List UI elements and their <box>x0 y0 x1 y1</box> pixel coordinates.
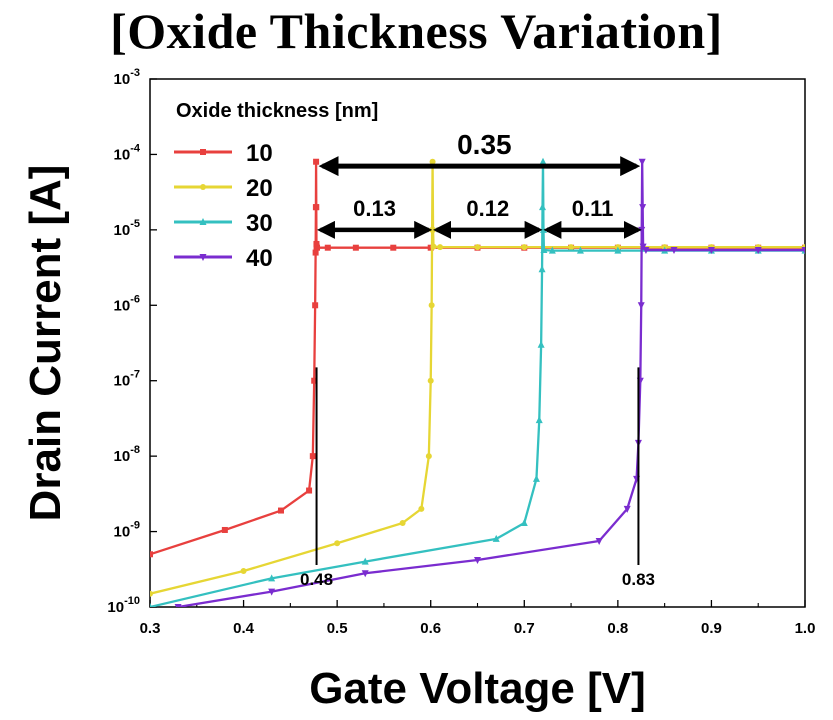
data-point <box>221 526 228 533</box>
data-point <box>427 377 434 384</box>
data-point <box>312 249 319 256</box>
y-axis-title: Drain Current [A] <box>21 165 70 522</box>
data-point <box>150 551 153 558</box>
data-point <box>313 158 320 165</box>
y-tick-label: 10-9 <box>114 520 140 541</box>
data-point <box>361 570 369 578</box>
data-point <box>150 603 152 607</box>
data-point <box>309 453 316 460</box>
legend-label: 30 <box>246 210 273 237</box>
x-tick-label: 0.5 <box>327 620 348 637</box>
x-tick-label: 0.4 <box>233 620 255 637</box>
data-point <box>801 247 805 255</box>
data-point <box>313 204 320 211</box>
data-point <box>312 302 319 309</box>
data-point <box>532 474 540 482</box>
data-point <box>428 302 435 309</box>
data-point <box>474 244 481 251</box>
data-point <box>638 226 646 234</box>
data-point <box>639 204 647 212</box>
legend-marker <box>200 149 206 155</box>
data-point <box>474 556 481 564</box>
span-part-label: 0.12 <box>466 196 509 221</box>
data-point <box>538 265 546 273</box>
data-point <box>539 225 547 233</box>
data-point <box>278 507 284 514</box>
y-tick-label: 10-3 <box>114 67 140 88</box>
threshold-label: 0.83 <box>622 570 655 589</box>
data-point <box>670 247 678 255</box>
x-tick-label: 0.3 <box>140 620 161 637</box>
data-point <box>352 244 359 251</box>
annotations: 0.48 0.83 0.35 0.13 0.12 0.11 <box>300 129 655 589</box>
data-point <box>314 244 321 251</box>
legend-title: Oxide thickness [nm] <box>176 100 378 122</box>
x-tick-label: 0.6 <box>420 620 441 637</box>
data-point <box>614 246 622 254</box>
legend-marker <box>200 184 206 190</box>
y-tick-label: 10-5 <box>114 218 140 239</box>
data-point <box>324 244 331 251</box>
data-point <box>638 158 646 166</box>
data-point <box>430 243 437 250</box>
data-point <box>399 519 406 526</box>
legend: Oxide thickness [nm] 10 20 30 40 <box>174 100 378 272</box>
data-point <box>707 247 715 255</box>
span-part-label: 0.13 <box>353 196 396 221</box>
y-tick-label: 10-4 <box>114 142 141 163</box>
data-point <box>268 588 276 596</box>
data-point <box>535 416 543 424</box>
data-point <box>430 226 437 233</box>
data-point <box>240 568 247 575</box>
legend-marker <box>199 254 207 261</box>
data-point <box>754 247 762 255</box>
data-point <box>568 244 575 251</box>
data-point <box>540 246 548 254</box>
y-tick-label: 10-6 <box>114 293 140 314</box>
legend-marker <box>199 218 207 225</box>
data-point <box>268 574 276 582</box>
data-point <box>306 487 313 494</box>
data-point <box>390 244 397 251</box>
chart-title: [Oxide Thickness Variation] <box>110 3 723 59</box>
legend-label: 10 <box>246 140 273 167</box>
span-part-label: 0.11 <box>572 196 614 221</box>
x-tick-label: 0.7 <box>514 620 535 637</box>
data-point <box>595 537 603 545</box>
y-tick-label: 10-7 <box>114 369 140 390</box>
x-axis-title: Gate Voltage [V] <box>309 664 646 713</box>
data-point <box>150 590 153 597</box>
data-point <box>425 453 432 460</box>
data-point <box>361 557 369 565</box>
data-point <box>334 540 341 547</box>
legend-label: 40 <box>246 245 273 272</box>
data-point <box>418 505 425 512</box>
y-tick-label: 10-10 <box>107 595 140 616</box>
data-point <box>437 244 444 251</box>
y-tick-label: 10-8 <box>114 444 140 465</box>
data-point <box>427 244 434 251</box>
data-point <box>537 340 545 348</box>
x-tick-label: 0.8 <box>607 620 628 637</box>
data-point <box>520 518 528 526</box>
data-point <box>521 244 528 251</box>
data-point <box>548 246 556 254</box>
x-tick-label: 0.9 <box>701 620 722 637</box>
x-tick-label: 1.0 <box>795 620 816 637</box>
data-point <box>311 377 318 384</box>
data-point <box>576 246 584 254</box>
span-total-label: 0.35 <box>457 129 512 160</box>
data-point <box>637 302 645 310</box>
legend-label: 20 <box>246 175 273 202</box>
data-point <box>174 604 182 607</box>
data-point <box>642 247 650 255</box>
data-point <box>492 534 500 542</box>
threshold-label: 0.48 <box>300 570 333 589</box>
data-point <box>539 203 547 211</box>
data-point <box>623 505 631 513</box>
